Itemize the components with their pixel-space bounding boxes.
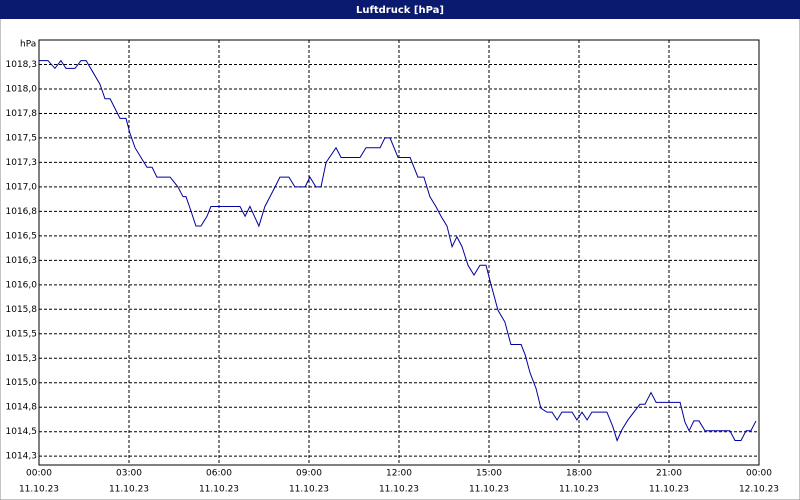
y-tick-label: 1016,3: [6, 256, 38, 266]
x-tick-date: 11.10.23: [199, 485, 239, 495]
y-tick-label: 1014,8: [6, 403, 38, 413]
x-tick-label: 06:00: [206, 469, 232, 479]
title-bar: [0, 0, 800, 19]
plot-frame: [38, 39, 760, 466]
y-tick-label: 1018,0: [6, 84, 38, 94]
y-tick-label: 1014,3: [6, 452, 38, 462]
y-tick-label: 1016,0: [6, 280, 38, 290]
x-tick-date: 11.10.23: [19, 485, 59, 495]
x-tick-date: 11.10.23: [289, 485, 329, 495]
y-tick-label: 1015,8: [6, 305, 38, 315]
x-tick-date: 12.10.23: [739, 485, 779, 495]
x-tick-label: 21:00: [656, 469, 682, 479]
x-tick-label: 12:00: [386, 469, 412, 479]
y-tick-label: 1016,8: [6, 207, 38, 217]
y-tick-label: 1015,3: [6, 354, 38, 364]
y-tick-label: 1017,3: [6, 158, 38, 168]
y-tick-label: 1017,0: [6, 182, 38, 192]
y-tick-label: 1014,5: [6, 427, 38, 437]
x-tick-date: 11.10.23: [109, 485, 149, 495]
x-tick-label: 15:00: [476, 469, 502, 479]
y-axis-label: hPa: [20, 40, 36, 50]
x-tick-label: 00:00: [746, 469, 772, 479]
x-tick-label: 00:00: [26, 469, 52, 479]
x-tick-date: 11.10.23: [469, 485, 509, 495]
chart-title: Luftdruck [hPa]: [356, 5, 444, 16]
x-tick-label: 03:00: [116, 469, 142, 479]
y-tick-label: 1018,3: [6, 60, 38, 70]
y-tick-label: 1017,8: [6, 109, 38, 119]
y-tick-label: 1017,5: [6, 133, 38, 143]
data-line: [39, 59, 757, 442]
x-tick-label: 18:00: [566, 469, 592, 479]
x-tick-label: 09:00: [296, 469, 322, 479]
y-tick-label: 1016,5: [6, 231, 38, 241]
x-tick-date: 11.10.23: [649, 485, 689, 495]
x-tick-date: 11.10.23: [379, 485, 419, 495]
y-tick-label: 1015,5: [6, 329, 38, 339]
x-tick-date: 11.10.23: [559, 485, 599, 495]
y-tick-label: 1015,0: [6, 378, 38, 388]
